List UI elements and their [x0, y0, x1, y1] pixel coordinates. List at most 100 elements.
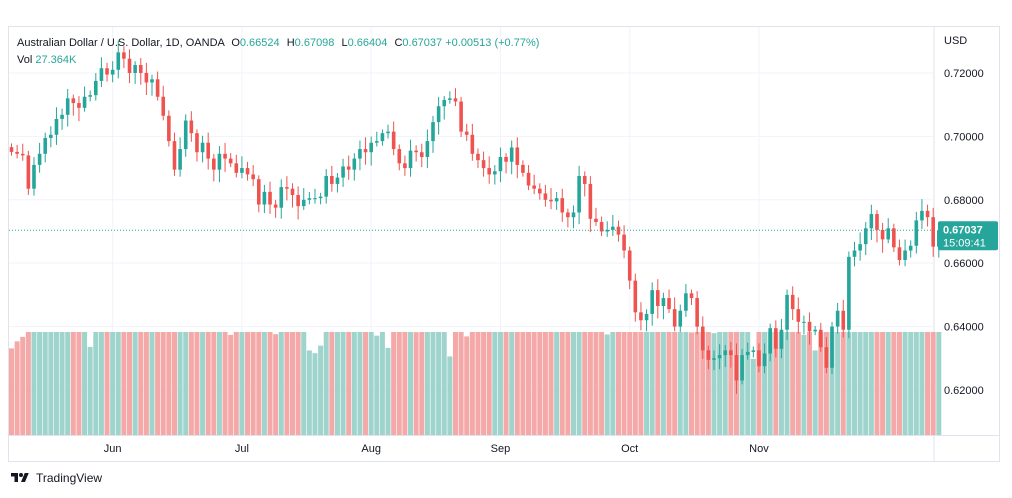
- candle-body: [307, 198, 312, 200]
- candle-body: [380, 133, 385, 142]
- volume-bar: [121, 332, 127, 435]
- candle-body: [656, 290, 660, 306]
- candle-body: [830, 326, 834, 368]
- volume-bar: [127, 332, 133, 435]
- candle-body: [729, 350, 733, 356]
- volume-bar: [256, 332, 262, 435]
- volume-bar: [379, 332, 385, 435]
- volume-bar: [59, 332, 65, 435]
- candle-body: [397, 149, 402, 164]
- candle-body: [504, 156, 508, 162]
- candle-body: [442, 99, 447, 107]
- volume-bar: [239, 332, 245, 435]
- volume-bar: [829, 332, 835, 435]
- volume-bar: [700, 332, 706, 435]
- volume-bar: [835, 332, 841, 435]
- volume-bar: [705, 332, 711, 435]
- volume-bar: [790, 332, 796, 435]
- candle-body: [554, 198, 559, 202]
- volume-bar: [756, 332, 762, 435]
- candle-body: [60, 114, 64, 119]
- volume-bar: [267, 332, 273, 435]
- candle-body: [678, 310, 683, 327]
- volume-bar: [593, 332, 599, 435]
- candle-body: [448, 98, 452, 100]
- volume-bar: [245, 332, 251, 435]
- volume-bar: [632, 332, 638, 435]
- volume-bar: [194, 332, 200, 435]
- candle-body: [195, 133, 199, 153]
- candle-body: [408, 150, 413, 169]
- candle-body: [521, 164, 525, 173]
- candle-body: [240, 168, 244, 173]
- candle-body: [88, 95, 92, 97]
- volume-bar: [452, 332, 458, 435]
- volume-label[interactable]: Vol: [17, 54, 33, 66]
- volume-bar: [110, 332, 116, 435]
- candle-body: [268, 191, 272, 205]
- candle-body: [453, 98, 458, 102]
- candle-body: [824, 347, 829, 368]
- candle-body: [695, 298, 699, 327]
- tradingview-footer[interactable]: TradingView: [10, 471, 102, 485]
- volume-bar: [936, 332, 942, 435]
- volume-bar: [42, 332, 48, 435]
- symbol-title[interactable]: Australian Dollar / U.S. Dollar, 1D, OAN…: [17, 37, 225, 49]
- volume-bar: [542, 332, 548, 435]
- volume-bar: [913, 332, 919, 435]
- volume-bar: [155, 332, 161, 435]
- candle-body: [330, 175, 334, 184]
- volume-bar: [863, 332, 869, 435]
- volume-bar: [762, 332, 768, 435]
- volume-bar: [520, 332, 526, 435]
- candle-body: [532, 185, 536, 189]
- candle-body: [470, 134, 475, 154]
- time-tick-label: Oct: [621, 443, 638, 455]
- candle-body: [897, 247, 902, 261]
- volume-bar: [857, 332, 863, 435]
- candle-body: [245, 168, 250, 175]
- volume-bar: [919, 332, 925, 435]
- tradingview-logo-icon: [11, 473, 29, 482]
- candle-body: [852, 250, 857, 257]
- candle-body: [886, 228, 891, 240]
- candle-body: [740, 355, 744, 381]
- currency-label: USD: [944, 35, 967, 47]
- candle-body: [256, 179, 261, 205]
- volume-bar: [65, 332, 71, 435]
- volume-bar: [554, 332, 560, 435]
- volume-bar: [582, 332, 588, 435]
- open-label: O: [231, 37, 240, 49]
- candle-body: [122, 52, 126, 59]
- candle-body: [352, 158, 357, 170]
- volume-bar: [722, 332, 728, 435]
- volume-bar: [402, 332, 408, 435]
- candle-body: [223, 153, 227, 159]
- candle-body: [931, 217, 935, 247]
- candle-body: [228, 158, 233, 164]
- volume-bar: [672, 332, 678, 435]
- volume-bar: [610, 332, 616, 435]
- candle-body: [144, 72, 149, 83]
- candle-body: [498, 156, 503, 172]
- price-tag-bg: [938, 221, 998, 251]
- candle-body: [150, 79, 154, 83]
- candle-body: [436, 106, 441, 123]
- candle-body: [32, 164, 36, 189]
- candle-body: [77, 103, 81, 108]
- candle-body: [627, 250, 632, 281]
- candle-body: [790, 294, 795, 310]
- volume-bar: [868, 332, 874, 435]
- volume-bar: [301, 332, 307, 435]
- volume-bar: [840, 332, 846, 435]
- candle-body: [712, 358, 716, 360]
- volume-bar: [25, 332, 31, 435]
- candle-body: [689, 293, 694, 299]
- candle-body: [65, 98, 70, 115]
- volume-bar: [82, 332, 88, 435]
- volume-bar: [660, 332, 666, 435]
- candle-body: [920, 210, 924, 221]
- candle-body: [639, 312, 643, 321]
- volume-bar: [526, 332, 532, 435]
